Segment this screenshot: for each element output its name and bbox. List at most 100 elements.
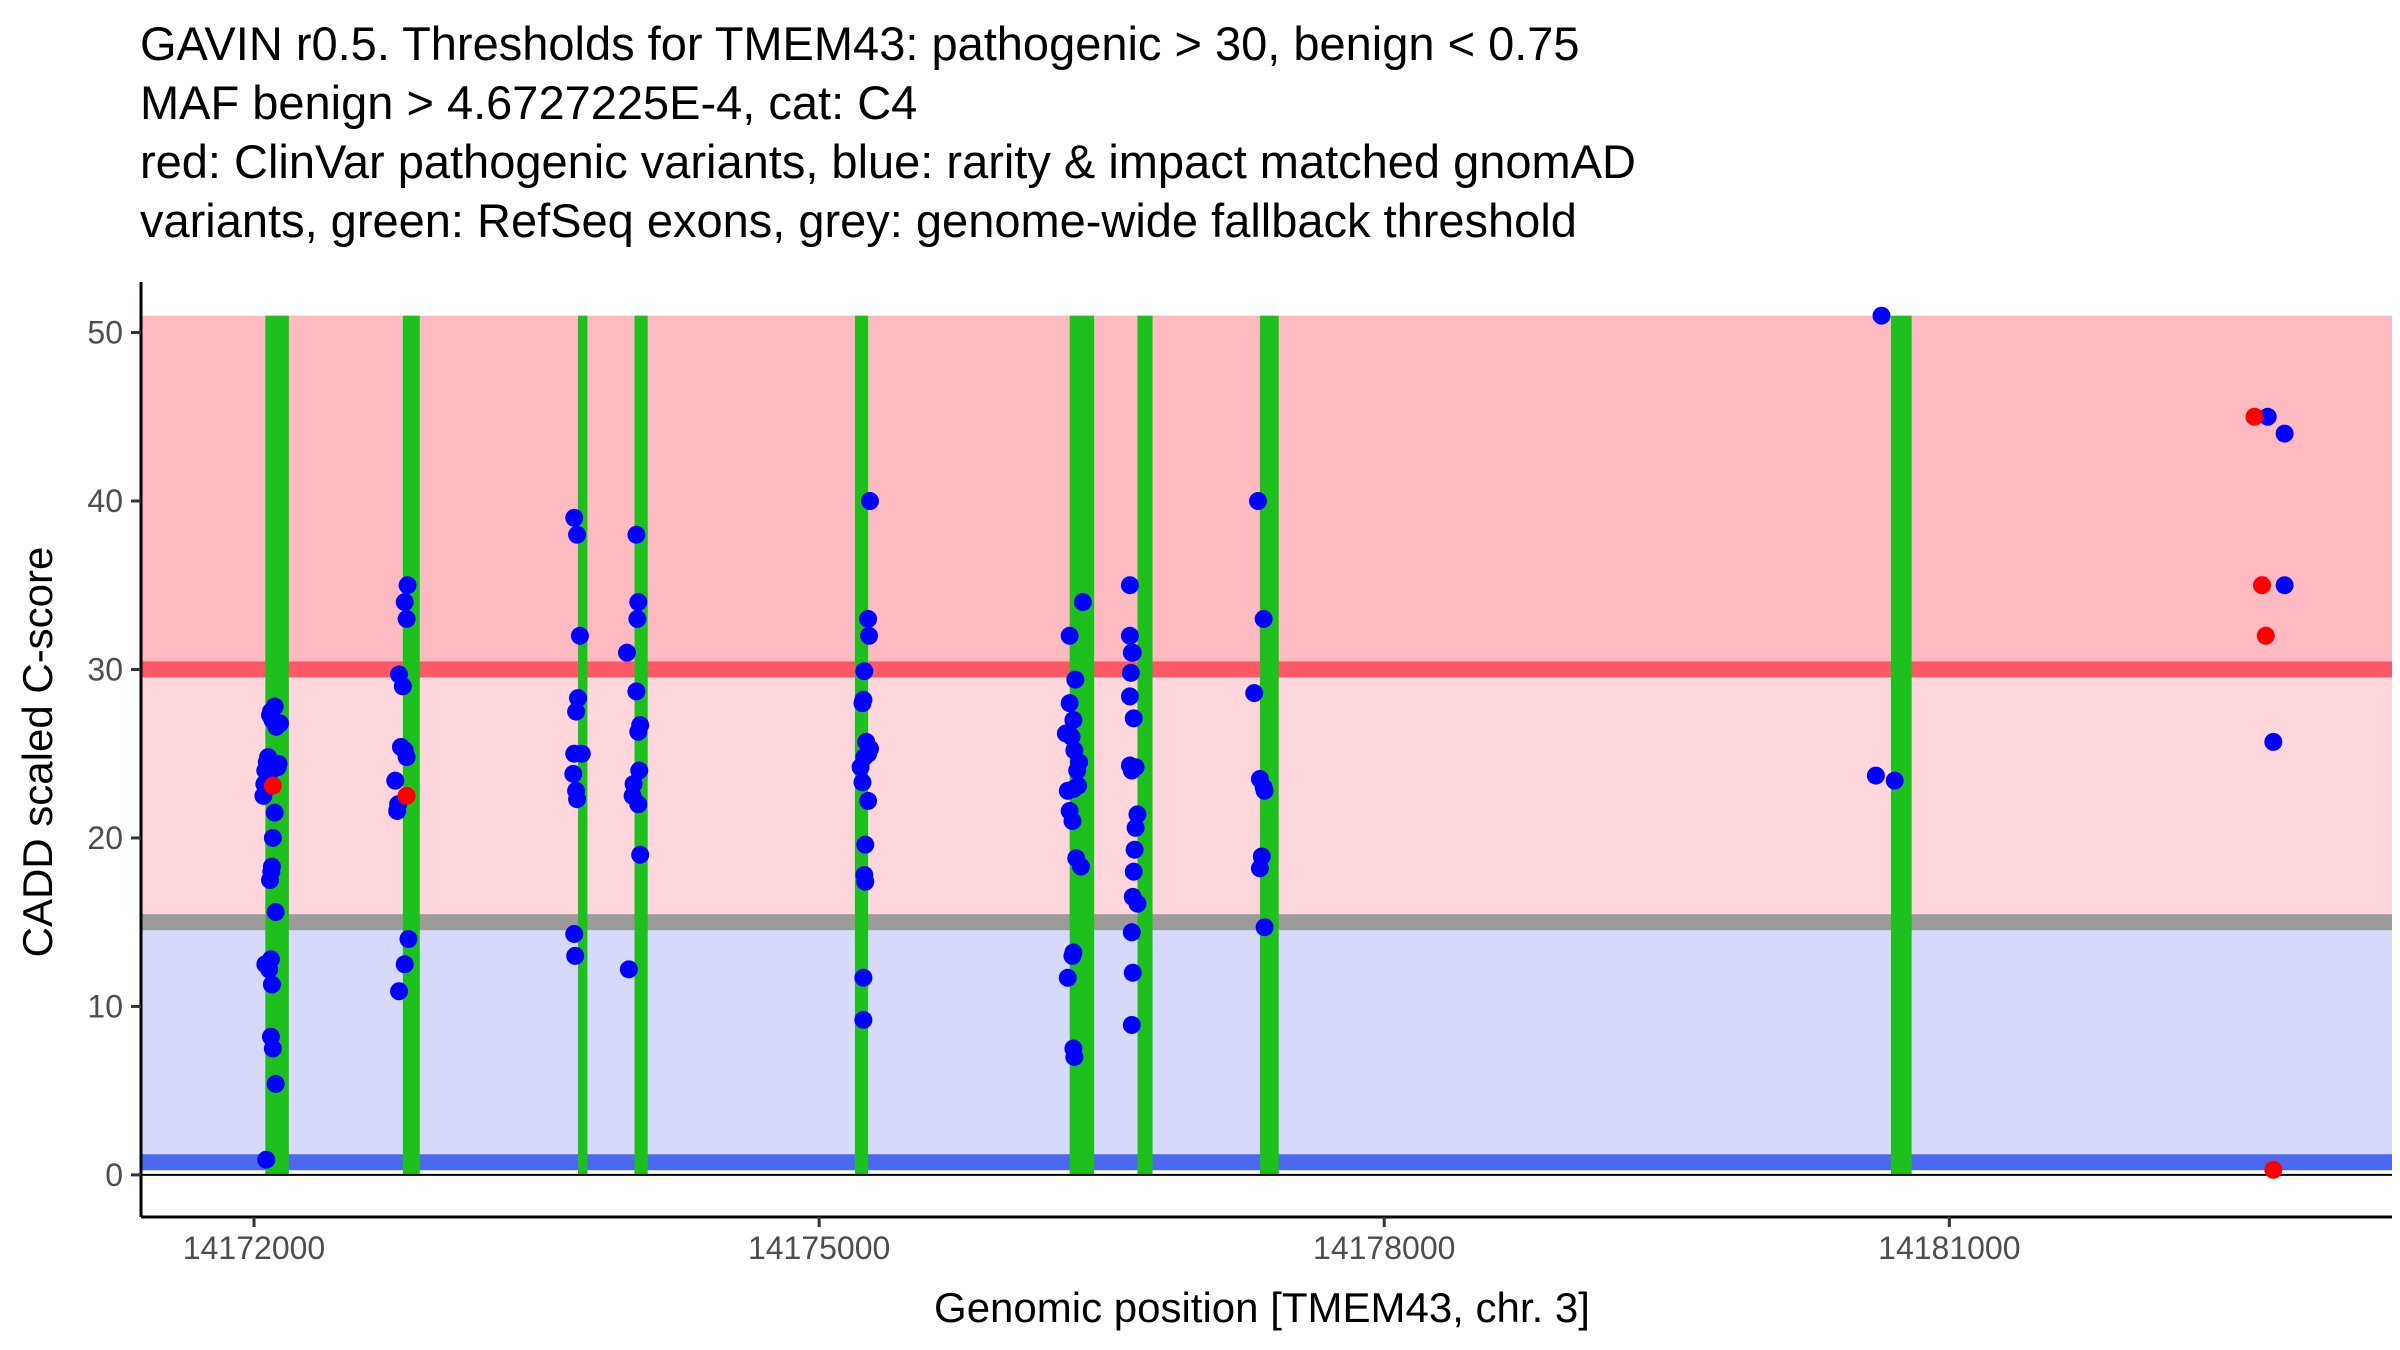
gnomad-point	[1124, 862, 1143, 881]
gnomad-point	[1065, 1047, 1084, 1066]
gnomad-point	[265, 697, 284, 716]
gnomad-point	[856, 872, 875, 891]
gnomad-point	[271, 714, 290, 733]
x-axis-label: Genomic position [TMEM43, chr. 3]	[934, 1284, 1590, 1331]
gnomad-point	[1062, 727, 1081, 746]
gnomad-point	[1060, 626, 1079, 645]
exon-bar	[1890, 315, 1912, 1175]
y-tick-label: 20	[87, 820, 123, 856]
gnomad-point	[1066, 670, 1085, 689]
gnomad-point	[397, 748, 416, 767]
gnomad-point	[258, 955, 277, 974]
gnomad-point	[1866, 766, 1885, 785]
gnomad-point	[262, 975, 281, 994]
gnomad-point	[860, 492, 879, 511]
gnomad-point	[853, 694, 872, 713]
y-tick-label: 50	[87, 315, 123, 351]
gnomad-point	[1120, 687, 1139, 706]
gnomad-point	[399, 930, 418, 949]
exon-bar	[1259, 315, 1279, 1175]
gnomad-point	[262, 857, 281, 876]
gnomad-point	[1120, 626, 1139, 645]
gnomad-point	[265, 803, 284, 822]
gnomad-point	[1255, 918, 1274, 937]
gnomad-point	[1128, 805, 1147, 824]
gnomad-point	[568, 790, 587, 809]
gnomad-point	[1255, 781, 1274, 800]
y-tick-label: 40	[87, 483, 123, 519]
gnomad-point	[1120, 576, 1139, 595]
x-tick-label: 14172000	[183, 1230, 325, 1266]
gnomad-point	[854, 1010, 873, 1029]
y-tick-label: 30	[87, 651, 123, 687]
gnomad-point	[1071, 857, 1090, 876]
y-axis-ticks: 0 10 20 30 40 50	[87, 315, 141, 1193]
x-tick-label: 14175000	[748, 1230, 890, 1266]
gnomad-point	[395, 593, 414, 612]
gnomad-point	[1249, 492, 1268, 511]
x-axis-ticks: 14172000 14175000 14178000 14181000	[183, 1217, 2021, 1266]
x-tick-label: 14178000	[1313, 1230, 1455, 1266]
gnomad-point	[1063, 812, 1082, 831]
gnomad-point	[390, 982, 409, 1001]
gnomad-point	[1064, 711, 1083, 730]
gnomad-point	[851, 758, 870, 777]
gnomad-point	[628, 609, 647, 628]
gnomad-point	[1250, 859, 1269, 878]
gnomad-point	[395, 955, 414, 974]
gnomad-point	[567, 702, 586, 721]
chart-title: GAVIN r0.5. Thresholds for TMEM43: patho…	[140, 14, 2380, 250]
gnomad-point	[1065, 741, 1084, 760]
gnomad-point	[617, 643, 636, 662]
gnomad-point	[629, 795, 648, 814]
gnomad-point	[397, 609, 416, 628]
gnomad-point	[261, 871, 280, 890]
exon-bar	[1137, 315, 1153, 1175]
y-tick-label: 10	[87, 988, 123, 1024]
y-tick-label: 0	[105, 1157, 123, 1193]
gnomad-point	[1068, 761, 1087, 780]
gnomad-point	[570, 626, 589, 645]
clinvar-point	[263, 776, 282, 795]
gnomad-point	[1058, 968, 1077, 987]
exon-bar	[634, 315, 648, 1175]
gnomad-point	[1069, 776, 1088, 795]
gnomad-point	[630, 761, 649, 780]
gnomad-point	[269, 754, 288, 773]
gnomad-point	[853, 773, 872, 792]
gnomad-point	[627, 525, 646, 544]
axes: 0 10 20 30 40 50 14172000 14175000 14178000 1418…	[87, 282, 2392, 1266]
y-axis-label: CADD scaled C-score	[14, 547, 61, 958]
gnomad-point	[1073, 593, 1092, 612]
gnomad-point	[631, 845, 650, 864]
x-tick-label: 14181000	[1878, 1230, 2020, 1266]
gnomad-point	[856, 835, 875, 854]
gnomad-point	[266, 903, 285, 922]
gnomad-point	[566, 946, 585, 965]
gnomad-point	[859, 609, 878, 628]
gnomad-point	[2258, 407, 2277, 426]
gnomad-point	[1128, 894, 1147, 913]
title-line-2: MAF benign > 4.6727225E-4, cat: C4	[140, 76, 918, 129]
gnomad-point	[1125, 840, 1144, 859]
gnomad-point	[263, 828, 282, 847]
gnomad-point	[855, 662, 874, 681]
gnomad-point	[565, 508, 584, 527]
gnomad-point	[619, 960, 638, 979]
gnomad-point	[1885, 771, 1904, 790]
gnomad-point	[860, 626, 879, 645]
gnomad-point	[1124, 709, 1143, 728]
gnomad-point	[386, 771, 405, 790]
gnomad-point	[2264, 732, 2283, 751]
gnomad-point	[1126, 758, 1145, 777]
clinvar-point	[2245, 407, 2264, 426]
clinvar-point	[397, 786, 416, 805]
gnomad-point	[1123, 643, 1142, 662]
gnomad-point	[263, 1039, 282, 1058]
gnomad-point	[1245, 684, 1264, 703]
gnomad-point	[1060, 694, 1079, 713]
gnomad-point	[2275, 424, 2294, 443]
gnomad-point	[568, 525, 587, 544]
clinvar-point	[2264, 1160, 2283, 1179]
